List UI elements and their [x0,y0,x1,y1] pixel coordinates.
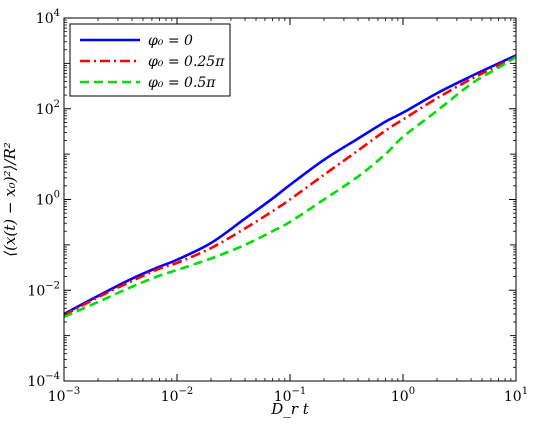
legend-label-0: φ₀ = 0 [148,33,193,49]
y-tick-label-2: 100 [36,190,60,209]
y-tick-label-0: 10−4 [27,371,60,390]
series-line-0 [63,54,517,316]
y-tick-label-4: 104 [36,8,60,27]
x-tick-label-4: 101 [504,386,528,405]
plot-area [63,54,517,318]
legend: φ₀ = 0 φ₀ = 0.25π φ₀ = 0.5π [69,23,231,97]
axes: 10−3 10−2 10−1 100 101 10−4 10−2 100 102 104 D_r t… [1,8,528,418]
x-tick-label-0: 10−3 [48,386,81,405]
x-axis-label: D_r t [270,400,309,418]
x-tick-label-1: 10−2 [161,386,194,405]
legend-box [69,23,231,97]
x-tick-label-2: 10−1 [274,386,307,405]
y-tick-label-1: 10−2 [27,280,60,299]
y-tick-label-3: 102 [36,99,60,118]
series-line-2 [63,55,517,318]
legend-label-2: φ₀ = 0.5π [148,75,216,91]
x-tick-label-3: 100 [391,386,415,405]
series-line-1 [63,55,517,317]
legend-label-1: φ₀ = 0.25π [148,54,225,70]
y-axis-label: ⟨(x(t) − x₀)²⟩/R² [1,142,19,257]
